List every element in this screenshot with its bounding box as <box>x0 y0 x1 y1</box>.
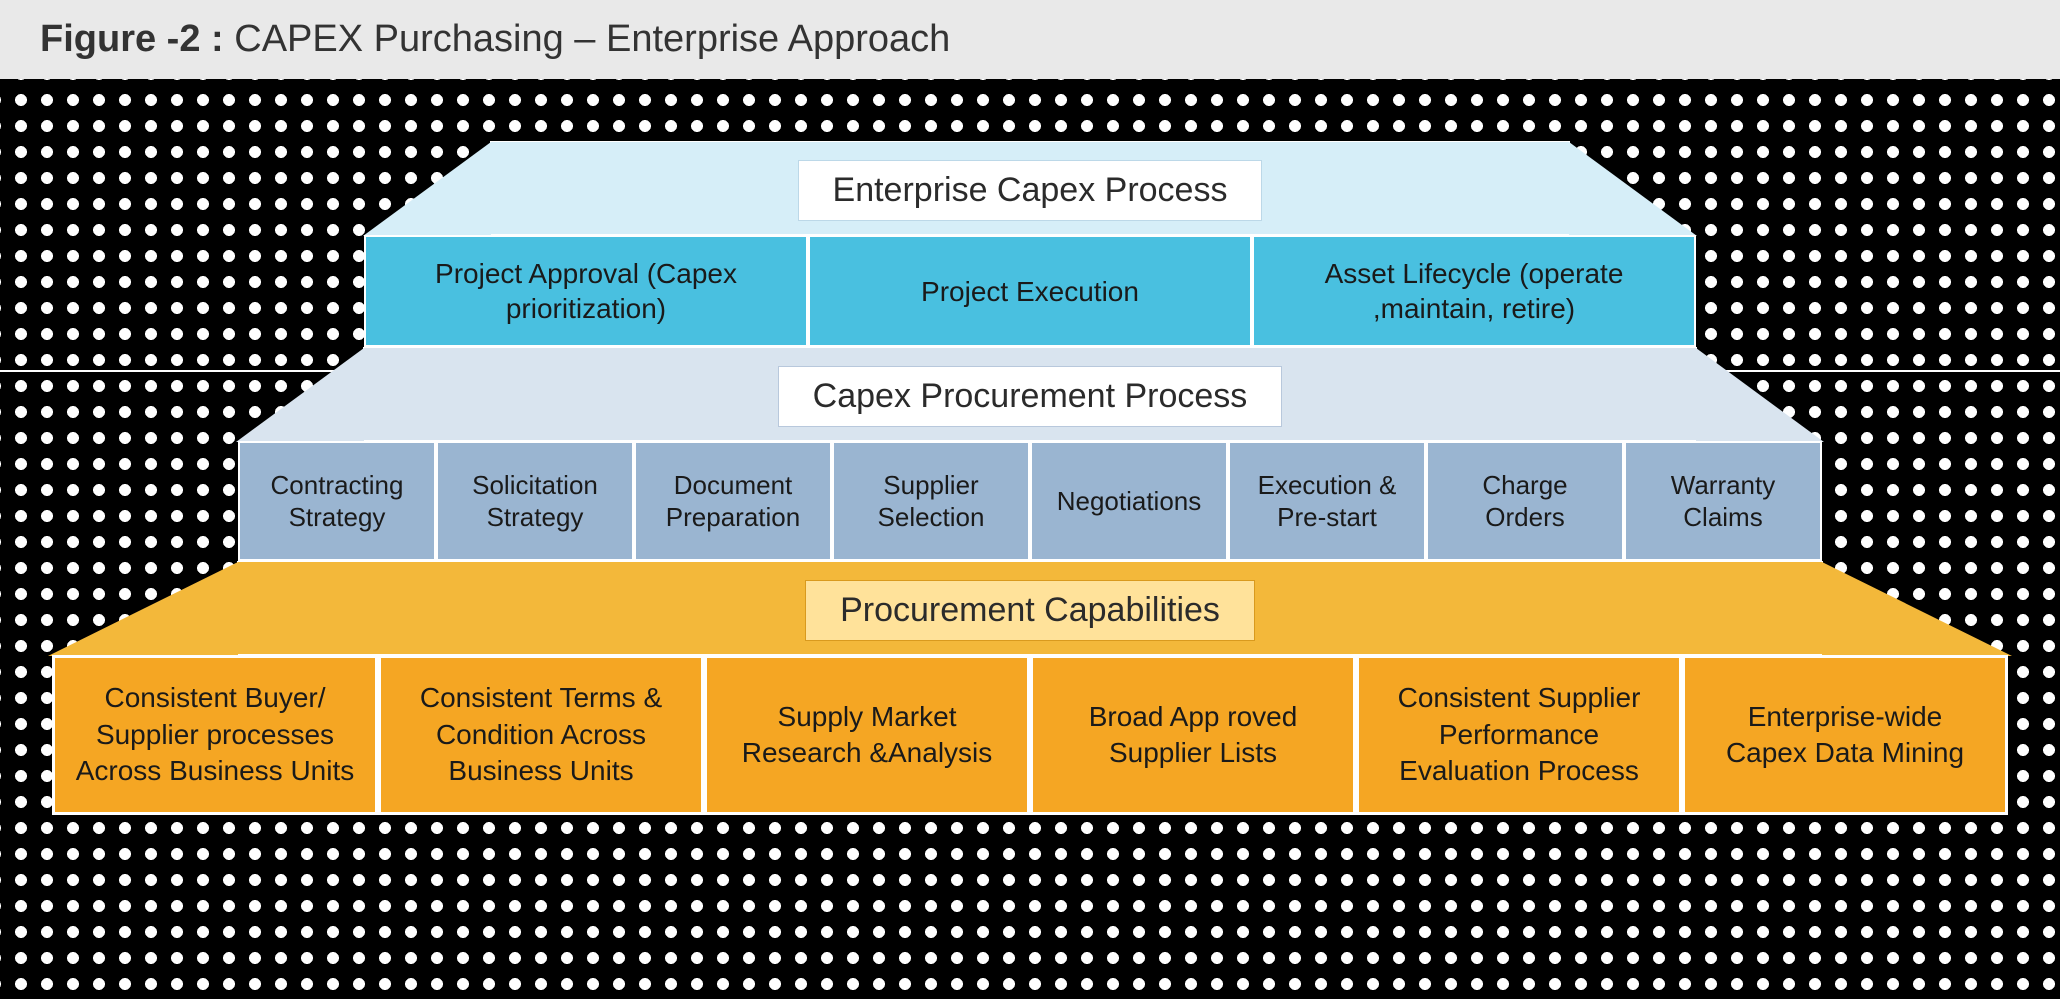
tier1-header: Enterprise Capex Process <box>490 141 1570 235</box>
diagram-stage: Enterprise Capex Process Project Approva… <box>0 79 2060 999</box>
figure-title-bar: Figure -2 : CAPEX Purchasing – Enterpris… <box>0 0 2060 79</box>
tier2-cell: Solicitation Strategy <box>436 441 634 561</box>
tier2-header-label: Capex Procurement Process <box>778 366 1283 427</box>
tier2-row: Contracting Strategy Solicitation Strate… <box>0 441 2060 561</box>
tier3-cell: Consistent Supplier Performance Evaluati… <box>1356 655 1682 815</box>
tier3-row: Consistent Buyer/ Supplier processes Acr… <box>0 655 2060 815</box>
tier2-cell: Negotiations <box>1030 441 1228 561</box>
tier2-header-wrap: Capex Procurement Process <box>0 347 2060 441</box>
tier1-header-label: Enterprise Capex Process <box>798 160 1263 221</box>
tier2-cell: Supplier Selection <box>832 441 1030 561</box>
tier1-header-wrap: Enterprise Capex Process <box>0 141 2060 235</box>
tier1-cell: Project Approval (Capex prioritization) <box>364 235 808 347</box>
tier3-header: Procurement Capabilities <box>237 561 1823 655</box>
tier1-cell: Project Execution <box>808 235 1252 347</box>
tier2-header: Capex Procurement Process <box>363 347 1697 441</box>
tier3-header-wrap: Procurement Capabilities <box>0 561 2060 655</box>
tier2-cell: Charge Orders <box>1426 441 1624 561</box>
tier3-cell: Broad App roved Supplier Lists <box>1030 655 1356 815</box>
tier3-cell: Enterprise-wide Capex Data Mining <box>1682 655 2008 815</box>
tier1-cell: Asset Lifecycle (operate ,maintain, reti… <box>1252 235 1696 347</box>
tier2-cell: Execution & Pre-start <box>1228 441 1426 561</box>
tier2-cell: Document Preparation <box>634 441 832 561</box>
tier2-cell: Contracting Strategy <box>238 441 436 561</box>
tier3-header-label: Procurement Capabilities <box>805 580 1255 641</box>
tier3-cell: Consistent Buyer/ Supplier processes Acr… <box>52 655 378 815</box>
tier2-cell: Warranty Claims <box>1624 441 1822 561</box>
tier3-cell: Consistent Terms & Condition Across Busi… <box>378 655 704 815</box>
figure-title: CAPEX Purchasing – Enterprise Approach <box>224 18 951 60</box>
tier1-row: Project Approval (Capex prioritization) … <box>0 235 2060 347</box>
tier3-cell: Supply Market Research &Analysis <box>704 655 1030 815</box>
figure-label: Figure -2 : <box>40 18 224 60</box>
